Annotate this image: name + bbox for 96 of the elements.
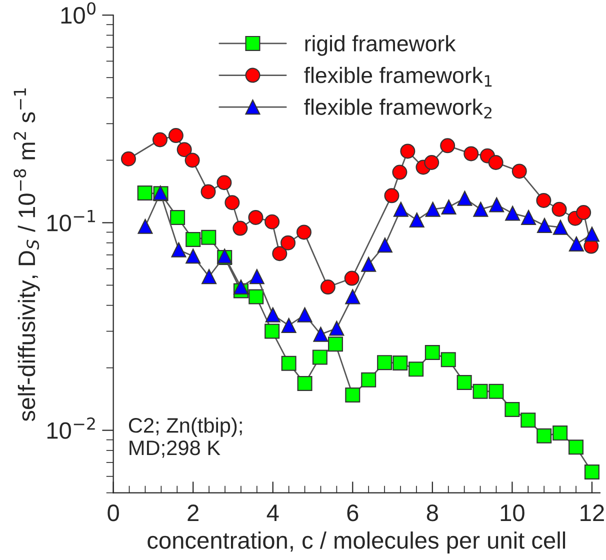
point bbox=[186, 248, 201, 264]
point bbox=[488, 384, 504, 399]
x-tick-label: 12 bbox=[580, 504, 604, 522]
point bbox=[536, 428, 552, 444]
point bbox=[424, 155, 440, 170]
point bbox=[272, 246, 288, 262]
point bbox=[464, 146, 479, 162]
x-tick-label: 0 bbox=[108, 504, 119, 522]
point bbox=[280, 235, 296, 250]
point bbox=[424, 345, 440, 360]
point bbox=[409, 212, 424, 228]
point bbox=[552, 426, 568, 441]
point bbox=[504, 402, 520, 417]
y-tick-label: 10$^{0}$ bbox=[61, 2, 96, 24]
point bbox=[568, 236, 584, 252]
point bbox=[520, 412, 536, 428]
point bbox=[249, 269, 264, 284]
point bbox=[138, 218, 153, 234]
point bbox=[202, 269, 217, 284]
point bbox=[576, 205, 592, 220]
point bbox=[224, 195, 240, 210]
point bbox=[281, 356, 296, 371]
point bbox=[392, 164, 408, 180]
point bbox=[377, 355, 392, 370]
y-axis-title: self-diffusivity, D$_{S}$ / 10$^{−8}$ m$^{2}$ s$^{−1}$ bbox=[14, 88, 40, 422]
point bbox=[537, 218, 552, 233]
x-axis-title: concentration, c / molecules per unit cell bbox=[148, 531, 566, 554]
point bbox=[377, 238, 392, 253]
point bbox=[200, 184, 216, 200]
point bbox=[265, 307, 280, 322]
legend-label: flexible framework$_{2}$ bbox=[304, 98, 492, 118]
point bbox=[488, 155, 504, 170]
point bbox=[440, 138, 456, 154]
point bbox=[216, 175, 232, 190]
point bbox=[170, 210, 186, 225]
x-tick-label: 6 bbox=[347, 504, 358, 522]
point bbox=[168, 128, 184, 144]
point bbox=[552, 220, 568, 235]
point bbox=[425, 202, 440, 217]
point bbox=[297, 307, 312, 322]
point bbox=[361, 372, 376, 388]
point bbox=[345, 289, 360, 304]
point bbox=[296, 224, 312, 240]
point bbox=[472, 384, 488, 399]
y-tick-label: 10$^{−1}$ bbox=[47, 210, 95, 232]
point bbox=[312, 350, 328, 365]
point bbox=[384, 188, 400, 204]
point bbox=[512, 164, 527, 179]
point bbox=[120, 151, 136, 166]
point bbox=[584, 464, 600, 480]
point bbox=[281, 318, 296, 333]
point bbox=[320, 280, 336, 295]
point bbox=[233, 280, 248, 295]
point bbox=[313, 326, 328, 342]
point bbox=[456, 374, 472, 390]
point bbox=[400, 144, 416, 159]
point bbox=[328, 336, 343, 352]
point bbox=[440, 352, 456, 368]
point bbox=[344, 270, 360, 286]
legend-label: rigid framework bbox=[305, 35, 456, 56]
point bbox=[473, 202, 488, 217]
point bbox=[489, 197, 504, 212]
point bbox=[536, 192, 552, 208]
point bbox=[232, 220, 248, 236]
x-tick-label: 2 bbox=[188, 504, 198, 522]
point bbox=[505, 206, 520, 221]
annotation: C2; Zn(tbip); MD;298 K bbox=[128, 418, 242, 458]
point bbox=[171, 242, 186, 258]
point bbox=[184, 152, 200, 168]
point bbox=[568, 440, 584, 455]
point bbox=[584, 226, 600, 242]
point bbox=[345, 387, 360, 402]
point bbox=[392, 355, 408, 370]
point bbox=[264, 324, 280, 339]
point bbox=[393, 202, 408, 217]
legend-label: flexible framework$_{1}$ bbox=[304, 66, 492, 87]
point bbox=[552, 202, 567, 217]
x-tick-label: 4 bbox=[266, 504, 279, 522]
point bbox=[441, 200, 456, 215]
point bbox=[152, 132, 168, 148]
point bbox=[297, 376, 312, 392]
x-tick-label: 10 bbox=[500, 504, 524, 522]
y-tick-label: 10$^{−2}$ bbox=[47, 417, 95, 439]
point bbox=[248, 289, 264, 304]
point bbox=[329, 320, 344, 336]
point bbox=[361, 256, 376, 272]
point bbox=[408, 362, 424, 377]
point bbox=[137, 186, 152, 201]
point bbox=[521, 210, 536, 225]
point bbox=[176, 142, 192, 158]
point bbox=[264, 214, 280, 230]
point bbox=[201, 230, 216, 245]
point bbox=[248, 210, 264, 225]
point bbox=[186, 232, 201, 248]
x-tick-label: 8 bbox=[426, 504, 438, 522]
point bbox=[457, 190, 472, 206]
